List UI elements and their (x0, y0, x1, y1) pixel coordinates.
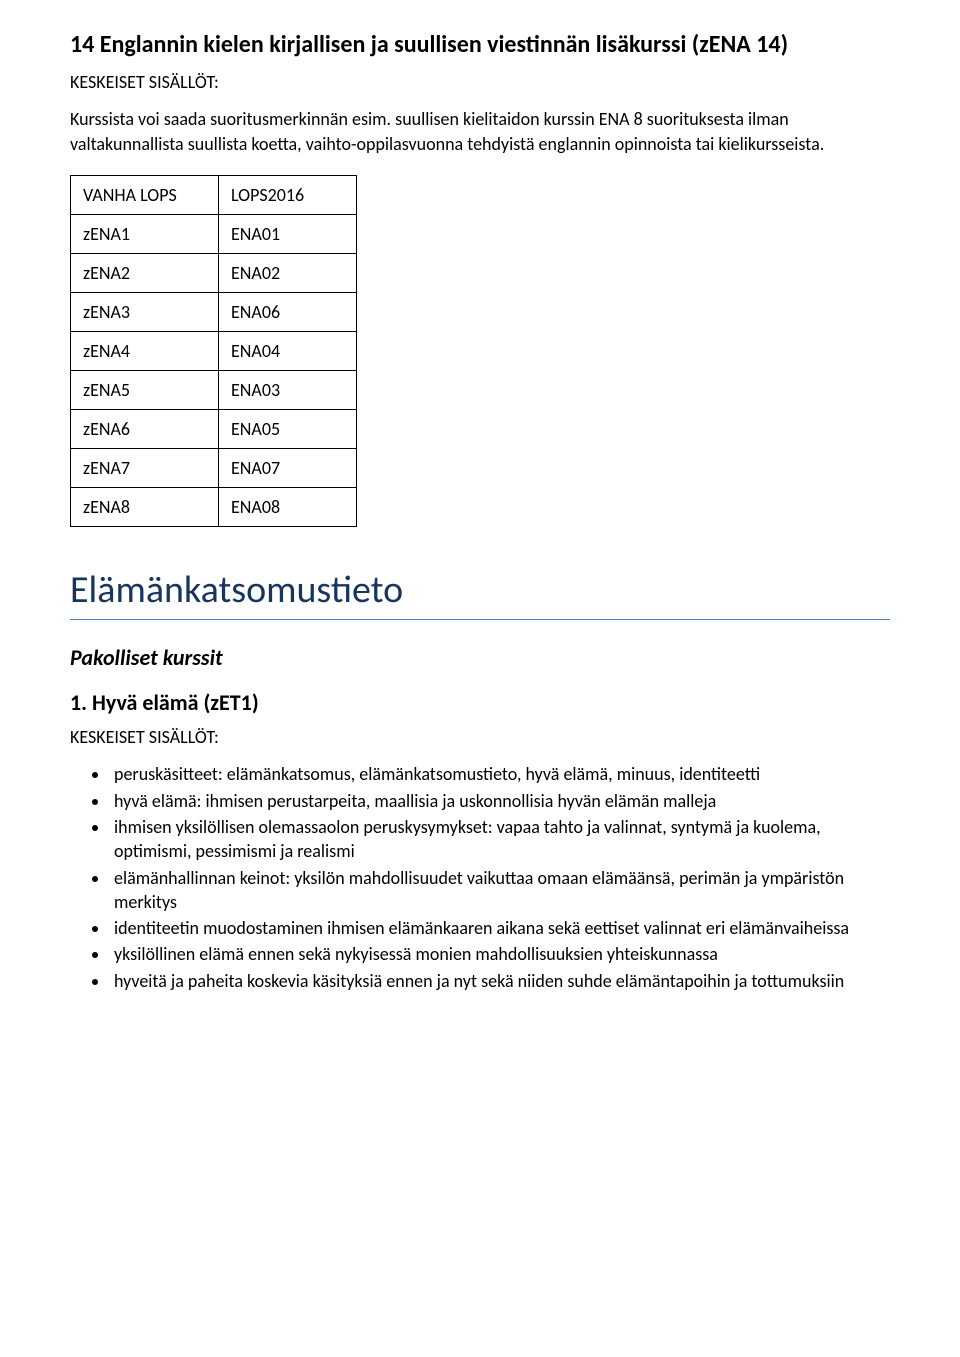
table-cell-right: ENA04 (219, 332, 357, 371)
table-row: VANHA LOPSLOPS2016 (71, 176, 357, 215)
table-cell-left: zENA4 (71, 332, 219, 371)
list-item: yksilöllinen elämä ennen sekä nykyisessä… (110, 942, 890, 966)
table-cell-right: LOPS2016 (219, 176, 357, 215)
table-cell-left: zENA2 (71, 254, 219, 293)
list-item: ihmisen yksilöllisen olemassaolon perusk… (110, 815, 890, 864)
course-title: 14 Englannin kielen kirjallisen ja suull… (70, 30, 890, 59)
table-row: zENA8ENA08 (71, 488, 357, 527)
table-row: zENA2ENA02 (71, 254, 357, 293)
table-cell-right: ENA06 (219, 293, 357, 332)
list-item: elämänhallinnan keinot: yksilön mahdolli… (110, 866, 890, 915)
course-heading: 1. Hyvä elämä (zET1) (70, 689, 890, 716)
content-bullets: peruskäsitteet: elämänkatsomus, elämänka… (70, 762, 890, 993)
list-item: identiteetin muodostaminen ihmisen elämä… (110, 916, 890, 940)
table-cell-right: ENA03 (219, 371, 357, 410)
table-cell-right: ENA08 (219, 488, 357, 527)
table-cell-left: zENA3 (71, 293, 219, 332)
section-subheading: Pakolliset kurssit (70, 644, 890, 671)
content-label-top: KESKEISET SISÄLLÖT: (70, 71, 890, 93)
list-item: peruskäsitteet: elämänkatsomus, elämänka… (110, 762, 890, 786)
lops-mapping-table: VANHA LOPSLOPS2016zENA1ENA01zENA2ENA02zE… (70, 175, 357, 527)
table-cell-right: ENA01 (219, 215, 357, 254)
table-cell-left: zENA5 (71, 371, 219, 410)
table-cell-left: zENA1 (71, 215, 219, 254)
table-cell-left: zENA7 (71, 449, 219, 488)
table-cell-right: ENA07 (219, 449, 357, 488)
table-cell-left: zENA8 (71, 488, 219, 527)
table-row: zENA7ENA07 (71, 449, 357, 488)
list-item: hyveitä ja paheita koskevia käsityksiä e… (110, 969, 890, 993)
table-row: zENA1ENA01 (71, 215, 357, 254)
table-cell-left: VANHA LOPS (71, 176, 219, 215)
table-row: zENA6ENA05 (71, 410, 357, 449)
table-row: zENA4ENA04 (71, 332, 357, 371)
table-cell-left: zENA6 (71, 410, 219, 449)
table-cell-right: ENA05 (219, 410, 357, 449)
table-row: zENA3ENA06 (71, 293, 357, 332)
content-label-section: KESKEISET SISÄLLÖT: (70, 726, 890, 748)
table-cell-right: ENA02 (219, 254, 357, 293)
list-item: hyvä elämä: ihmisen perustarpeita, maall… (110, 789, 890, 813)
course-description: Kurssista voi saada suoritusmerkinnän es… (70, 107, 890, 157)
section-title: Elämänkatsomustieto (70, 567, 890, 620)
table-row: zENA5ENA03 (71, 371, 357, 410)
